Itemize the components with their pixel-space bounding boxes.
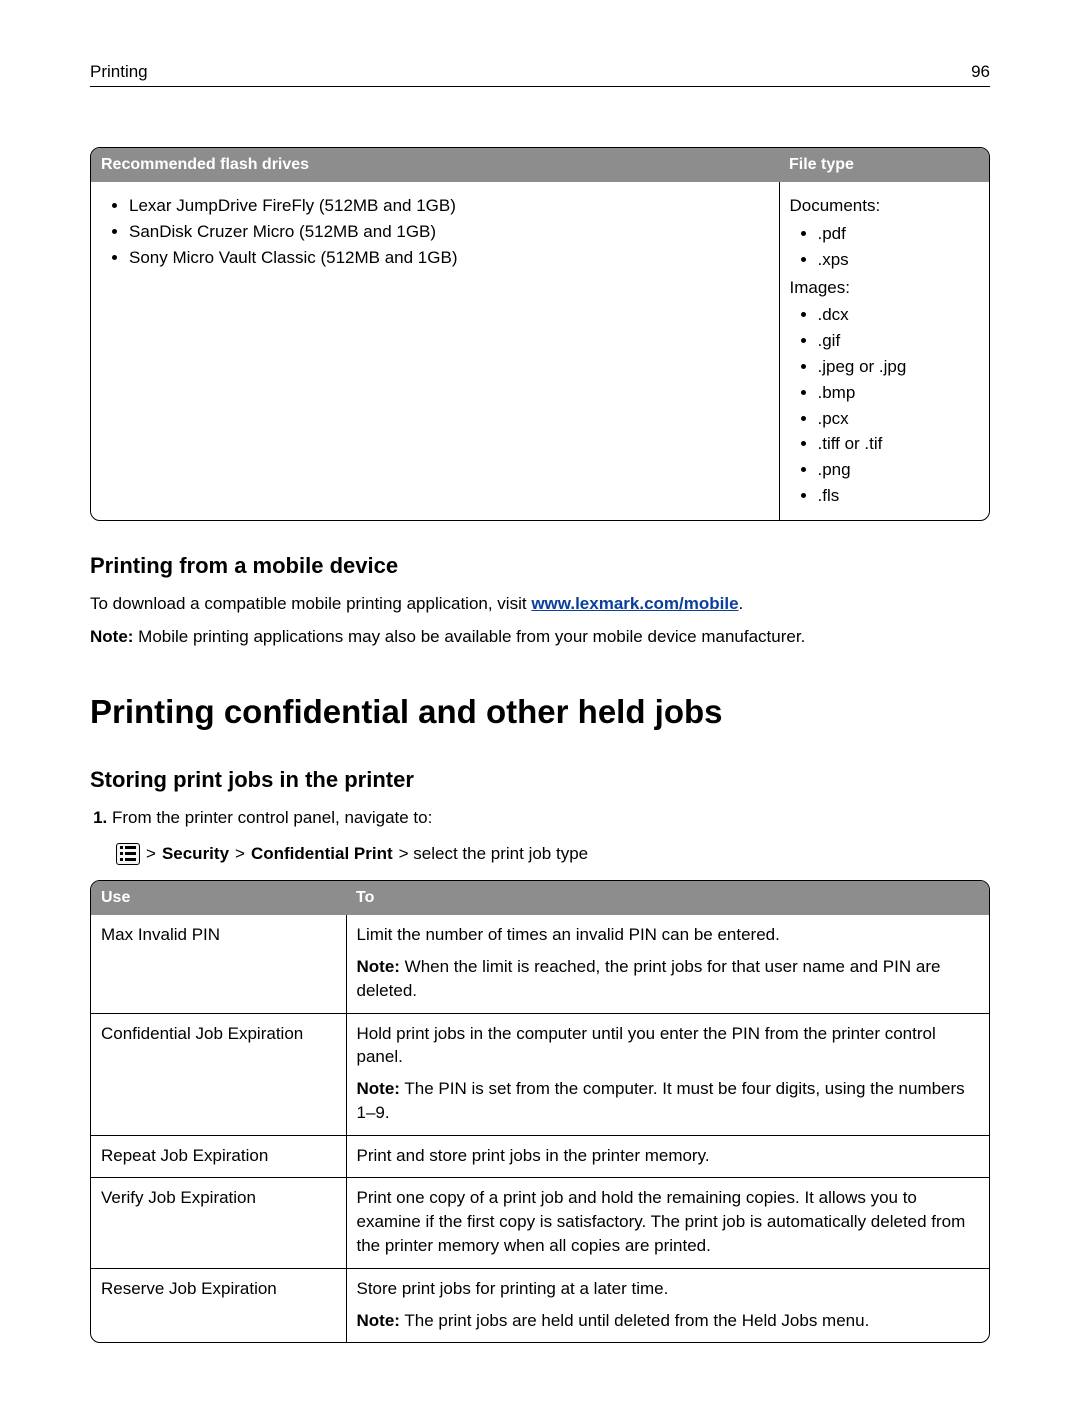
header-section: Printing	[90, 60, 148, 84]
doc-types-list: .pdf.xps	[790, 222, 980, 272]
table-row: Verify Job ExpirationPrint one copy of a…	[91, 1178, 989, 1268]
header-page-number: 96	[971, 60, 990, 84]
step-1: From the printer control panel, navigate…	[112, 806, 990, 830]
list-item: .dcx	[818, 303, 980, 327]
table-row: Max Invalid PIN Limit the number of times…	[91, 915, 989, 1013]
cell-use: Reserve Job Expiration	[91, 1268, 346, 1342]
mobile-heading: Printing from a mobile device	[90, 551, 990, 582]
note-text: The PIN is set from the computer. It mus…	[357, 1079, 965, 1122]
cell-to-text: Print and store print jobs in the printe…	[357, 1144, 980, 1168]
cell-file-types: Documents: .pdf.xps Images: .dcx.gif.jpe…	[779, 182, 989, 520]
list-item: Sony Micro Vault Classic (512MB and 1GB)	[129, 246, 769, 270]
note-text: When the limit is reached, the print job…	[357, 957, 941, 1000]
step-1-text: From the printer control panel, navigate…	[112, 808, 432, 827]
cell-note: Note: The PIN is set from the computer. …	[357, 1077, 980, 1125]
mobile-para-pre: To download a compatible mobile printing…	[90, 594, 531, 613]
cell-to: Print and store print jobs in the printe…	[346, 1135, 989, 1178]
mobile-link[interactable]: www.lexmark.com/mobile	[531, 594, 738, 613]
note-text: The print jobs are held until deleted fr…	[400, 1311, 869, 1330]
list-item: .xps	[818, 248, 980, 272]
steps-list: From the printer control panel, navigate…	[90, 806, 990, 830]
mobile-para-post: .	[739, 594, 744, 613]
table-row: Reserve Job Expiration Store print jobs f…	[91, 1268, 989, 1342]
cell-use: Max Invalid PIN	[91, 915, 346, 1013]
drives-list: Lexar JumpDrive FireFly (512MB and 1GB)S…	[101, 194, 769, 269]
table-row: Confidential Job ExpirationHold print jo…	[91, 1013, 989, 1135]
cell-note: Note: The print jobs are held until dele…	[357, 1309, 980, 1333]
list-item: Lexar JumpDrive FireFly (512MB and 1GB)	[129, 194, 769, 218]
cell-use: Confidential Job Expiration	[91, 1013, 346, 1135]
nav-security: Security	[162, 842, 229, 866]
flash-drives-table: Recommended flash drives File type Lexar…	[90, 147, 990, 521]
note-label: Note:	[90, 627, 133, 646]
menu-icon	[116, 843, 140, 865]
images-label: Images:	[790, 276, 980, 300]
page-container: Printing 96 Recommended flash drives Fil…	[0, 0, 1080, 1403]
list-item: .pdf	[818, 222, 980, 246]
list-item: .fls	[818, 484, 980, 508]
th-recommended-drives: Recommended flash drives	[91, 148, 779, 182]
table-row: Repeat Job Expiration Print and store pri…	[91, 1135, 989, 1178]
nav-sep-1: >	[146, 842, 156, 866]
cell-use: Repeat Job Expiration	[91, 1135, 346, 1178]
print-job-table: Use To Max Invalid PIN Limit the number o…	[90, 880, 990, 1344]
cell-to-text: Hold print jobs in the computer until yo…	[357, 1022, 980, 1070]
list-item: .bmp	[818, 381, 980, 405]
list-item: .tiff or .tif	[818, 432, 980, 456]
th-use: Use	[91, 881, 346, 915]
cell-drives: Lexar JumpDrive FireFly (512MB and 1GB)S…	[91, 182, 779, 520]
mobile-paragraph: To download a compatible mobile printing…	[90, 592, 990, 616]
list-item: .pcx	[818, 407, 980, 431]
list-item: .png	[818, 458, 980, 482]
cell-to: Store print jobs for printing at a later…	[346, 1268, 989, 1342]
list-item: .gif	[818, 329, 980, 353]
cell-note: Note: When the limit is reached, the pri…	[357, 955, 980, 1003]
nav-path: > Security > Confidential Print > select…	[116, 842, 990, 866]
cell-use: Verify Job Expiration	[91, 1178, 346, 1268]
note-text: Mobile printing applications may also be…	[133, 627, 805, 646]
th-to: To	[346, 881, 989, 915]
note-label: Note:	[357, 957, 400, 976]
documents-label: Documents:	[790, 194, 980, 218]
cell-to-text: Print one copy of a print job and hold t…	[357, 1186, 980, 1257]
held-jobs-title: Printing confidential and other held job…	[90, 689, 990, 735]
running-header: Printing 96	[90, 60, 990, 87]
storing-heading: Storing print jobs in the printer	[90, 765, 990, 796]
nav-sep-2: >	[235, 842, 245, 866]
list-item: .jpeg or .jpg	[818, 355, 980, 379]
th-file-type: File type	[779, 148, 989, 182]
cell-to-text: Store print jobs for printing at a later…	[357, 1277, 980, 1301]
note-label: Note:	[357, 1311, 400, 1330]
list-item: SanDisk Cruzer Micro (512MB and 1GB)	[129, 220, 769, 244]
note-label: Note:	[357, 1079, 400, 1098]
nav-confidential-print: Confidential Print	[251, 842, 393, 866]
img-types-list: .dcx.gif.jpeg or .jpg.bmp.pcx.tiff or .t…	[790, 303, 980, 507]
cell-to: Print one copy of a print job and hold t…	[346, 1178, 989, 1268]
cell-to: Hold print jobs in the computer until yo…	[346, 1013, 989, 1135]
nav-tail: > select the print job type	[399, 842, 588, 866]
cell-to: Limit the number of times an invalid PIN…	[346, 915, 989, 1013]
mobile-note: Note: Mobile printing applications may a…	[90, 625, 990, 649]
cell-to-text: Limit the number of times an invalid PIN…	[357, 923, 980, 947]
